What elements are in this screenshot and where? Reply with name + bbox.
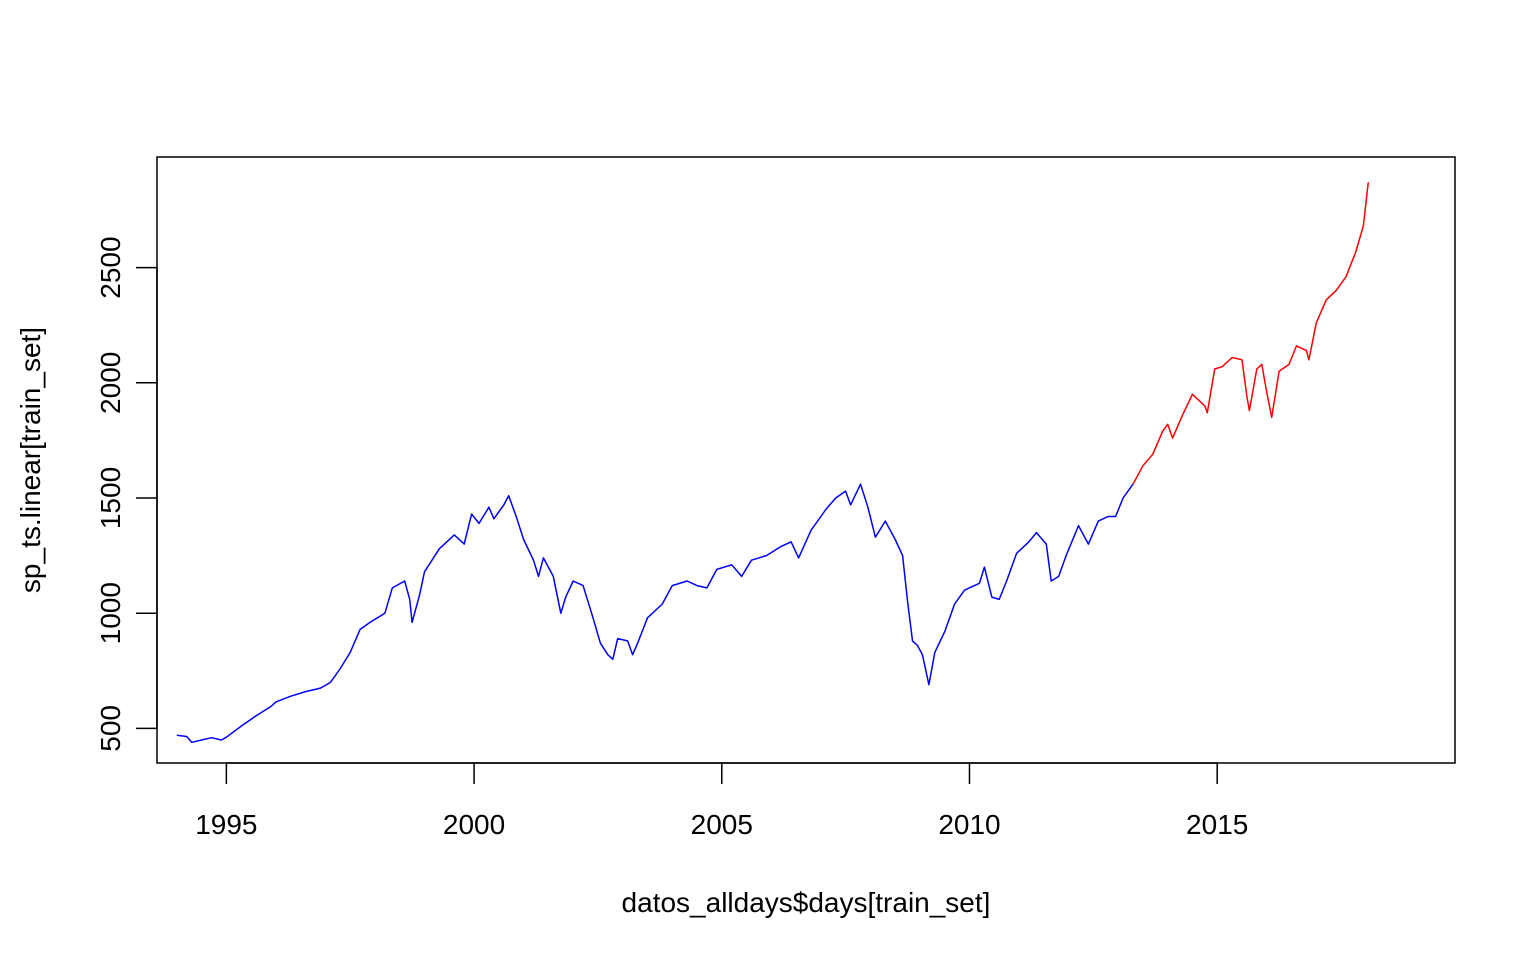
- series-line-2: [1132, 182, 1370, 485]
- y-tick-label: 500: [95, 705, 126, 752]
- x-tick-label: 2005: [691, 809, 753, 840]
- y-tick-label: 2000: [95, 352, 126, 414]
- x-tick-label: 1995: [195, 809, 257, 840]
- y-axis: 500 1000 1500 2000 2500: [95, 236, 158, 752]
- x-tick-label: 2000: [443, 809, 505, 840]
- y-tick-label: 1000: [95, 582, 126, 644]
- series-layer: [176, 182, 1370, 744]
- series-line-1: [176, 483, 1134, 744]
- x-axis: 1995 2000 2005 2010 2015: [195, 762, 1248, 840]
- y-tick-label: 1500: [95, 467, 126, 529]
- y-axis-label: sp_ts.linear[train_set]: [15, 327, 46, 593]
- x-axis-label: datos_alldays$days[train_set]: [622, 887, 991, 918]
- x-tick-label: 2015: [1186, 809, 1248, 840]
- x-tick-label: 2010: [938, 809, 1000, 840]
- y-tick-label: 2500: [95, 236, 126, 298]
